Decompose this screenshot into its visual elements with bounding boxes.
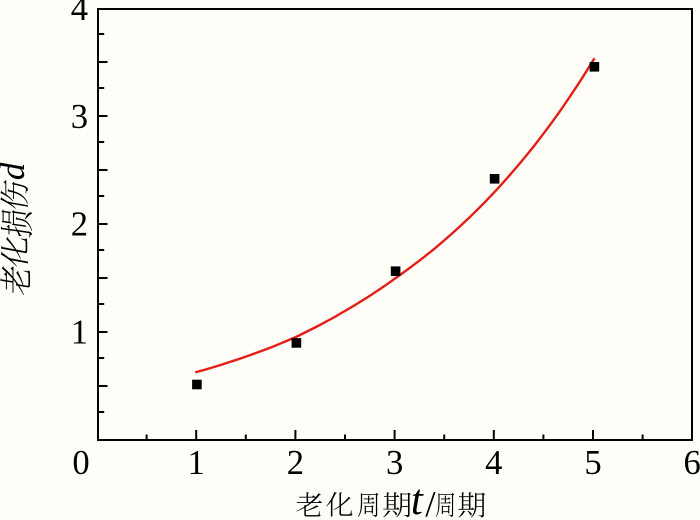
svg-text:2: 2 <box>71 206 88 244</box>
svg-text:6: 6 <box>684 444 700 482</box>
svg-text:3: 3 <box>386 444 403 482</box>
svg-text:4: 4 <box>485 444 502 482</box>
svg-text:1: 1 <box>188 444 205 482</box>
svg-text:1: 1 <box>71 313 88 351</box>
svg-text:4: 4 <box>71 0 88 28</box>
svg-text:2: 2 <box>287 444 304 482</box>
svg-text:/: / <box>425 485 436 520</box>
svg-text:5: 5 <box>584 444 601 482</box>
svg-text:0: 0 <box>72 444 89 482</box>
svg-text:d: d <box>0 162 32 180</box>
svg-text:t: t <box>411 477 424 520</box>
svg-text:3: 3 <box>71 98 88 136</box>
